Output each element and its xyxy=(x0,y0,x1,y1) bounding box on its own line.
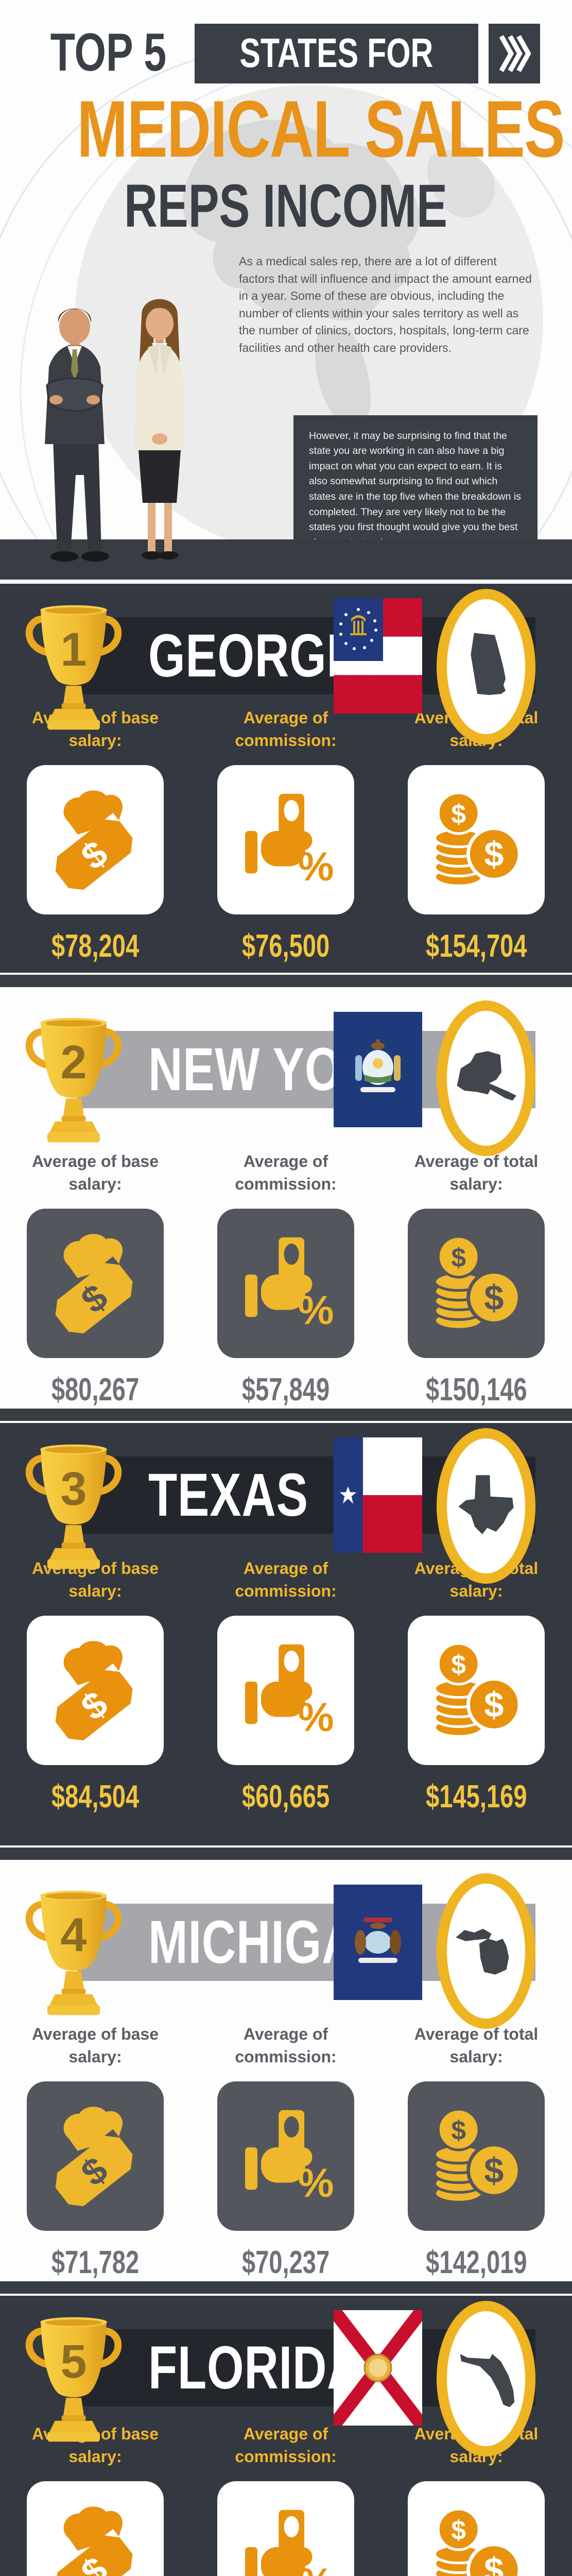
percent-icon xyxy=(217,1209,354,1358)
base-salary-column: Average of base salary: $80,267 xyxy=(0,1150,190,1408)
divider-bar xyxy=(0,1409,572,1421)
label-base-salary: Average of base salary: xyxy=(31,2025,159,2066)
percent-icon xyxy=(217,1616,354,1765)
trophy-5-icon: 5 xyxy=(18,2311,129,2448)
intro-paragraph-1: As a medical sales rep, there are a lot … xyxy=(239,255,532,354)
divider-line xyxy=(0,1845,572,1848)
salespeople-illustration xyxy=(45,299,185,562)
commission-column: Average of commission: $57,849 xyxy=(190,1150,381,1408)
trophy-1-icon: 1 xyxy=(18,599,129,736)
commission-column: Average of commission: $70,237 xyxy=(190,2023,381,2281)
value-commission: $57,849 xyxy=(241,1372,330,1408)
divider-line xyxy=(0,580,572,584)
value-total-salary: $145,169 xyxy=(425,1779,527,1815)
cash-icon xyxy=(27,2081,164,2231)
florida-map-icon xyxy=(437,2301,535,2456)
total-salary-column: Average of total salary: $150,146 xyxy=(381,1150,571,1408)
value-total-salary: $154,704 xyxy=(425,928,527,964)
label-total-salary: Average of total salary: xyxy=(414,2025,539,2066)
commission-column: Average of commission: $58,477 xyxy=(190,2422,381,2576)
cash-icon xyxy=(27,2481,164,2576)
value-base-salary: $78,204 xyxy=(51,928,140,964)
michigan-flag-icon xyxy=(334,1885,422,2000)
chevrons-icon xyxy=(489,24,541,83)
new-york-map-icon xyxy=(437,1001,535,1156)
cash-icon xyxy=(27,1209,164,1358)
texas-map-icon xyxy=(437,1428,535,1584)
georgia-map-icon xyxy=(437,589,535,744)
florida-flag-icon xyxy=(334,2310,422,2426)
value-commission: $76,500 xyxy=(241,928,330,964)
rank-number: 1 xyxy=(60,623,87,676)
intro-paragraph-2: However, it may be surprising to find th… xyxy=(293,415,538,539)
rank-number: 4 xyxy=(60,1909,87,1961)
value-commission: $70,237 xyxy=(241,2245,330,2280)
value-base-salary: $80,267 xyxy=(51,1372,140,1408)
label-total-salary: Average of total salary: xyxy=(414,1152,539,1194)
base-salary-column: Average of base salary: $84,504 xyxy=(0,1557,190,1815)
divider-line xyxy=(0,2294,572,2296)
new-york-flag-icon xyxy=(334,1012,422,1127)
value-base-salary: $71,782 xyxy=(51,2245,140,2280)
section-florida: 5 FLORIDA Average of base salary: $82,64… xyxy=(0,2296,572,2576)
title-medical-sales: MEDICAL SALES xyxy=(77,84,565,174)
coins-icon xyxy=(408,2481,545,2576)
title-reps-income: REPS INCOME xyxy=(124,172,448,241)
label-commission: Average of commission: xyxy=(235,2425,337,2466)
michigan-map-icon xyxy=(437,1873,535,2029)
label-commission: Average of commission: xyxy=(235,1559,337,1601)
trophy-2-icon: 2 xyxy=(18,1012,129,1149)
coins-icon xyxy=(408,1616,545,1765)
state-name: FLORIDA xyxy=(148,2334,362,2402)
coins-icon xyxy=(408,2081,545,2231)
base-salary-column: Average of base salary: $78,204 xyxy=(0,706,190,964)
label-commission: Average of commission: xyxy=(235,2025,337,2066)
value-total-salary: $142,019 xyxy=(425,2245,527,2280)
divider-bar xyxy=(0,975,572,987)
section-new-york: 2 NEW YORK Average of base salary: $80,2… xyxy=(0,987,572,1409)
title-states-for-badge: STATES FOR xyxy=(195,24,479,83)
commission-column: Average of commission: $60,665 xyxy=(190,1557,381,1815)
coins-icon xyxy=(408,1209,545,1358)
base-salary-column: Average of base salary: $71,782 xyxy=(0,2023,190,2281)
label-commission: Average of commission: xyxy=(235,1152,337,1194)
divider-line xyxy=(0,1421,572,1423)
section-georgia: 1 GEORGIA Average of base salary: $78,20… xyxy=(0,584,572,973)
total-salary-column: Average of total salary: $154,704 xyxy=(381,706,571,964)
divider-line xyxy=(0,973,572,975)
title-block: TOP 5 STATES FOR MEDICAL SALES REPS INCO… xyxy=(0,24,572,239)
rank-number: 5 xyxy=(60,2335,87,2388)
divider-bar xyxy=(0,2281,572,2294)
label-base-salary: Average of base salary: xyxy=(31,1152,159,1194)
trophy-3-icon: 3 xyxy=(18,1438,129,1575)
cash-icon xyxy=(27,765,164,914)
percent-icon xyxy=(217,2081,354,2231)
trophy-4-icon: 4 xyxy=(18,1885,129,2022)
total-salary-column: Average of total salary: $142,019 xyxy=(381,2023,571,2281)
percent-icon xyxy=(217,2481,354,2576)
label-commission: Average of commission: xyxy=(235,708,337,750)
value-commission: $60,665 xyxy=(241,1779,330,1815)
title-top5: TOP 5 xyxy=(50,23,166,82)
hero-section: TOP 5 STATES FOR MEDICAL SALES REPS INCO… xyxy=(0,0,572,539)
value-base-salary: $84,504 xyxy=(51,1779,140,1815)
georgia-flag-icon xyxy=(334,598,422,714)
commission-column: Average of commission: $76,500 xyxy=(190,706,381,964)
texas-flag-icon xyxy=(334,1437,422,1553)
state-name: TEXAS xyxy=(148,1461,308,1529)
section-michigan: 4 MICHIGAN Average of base salary: $71,7… xyxy=(0,1860,572,2281)
value-total-salary: $150,146 xyxy=(425,1372,527,1408)
section-texas: 3 TEXAS Average of base salary: $84,504 … xyxy=(0,1423,572,1845)
coins-icon xyxy=(408,765,545,914)
rank-number: 3 xyxy=(60,1463,87,1515)
total-salary-column: Average of total salary: $145,169 xyxy=(381,1557,571,1815)
percent-icon xyxy=(217,765,354,914)
rank-number: 2 xyxy=(60,1036,87,1089)
cash-icon xyxy=(27,1616,164,1765)
divider-bar xyxy=(0,1848,572,1860)
